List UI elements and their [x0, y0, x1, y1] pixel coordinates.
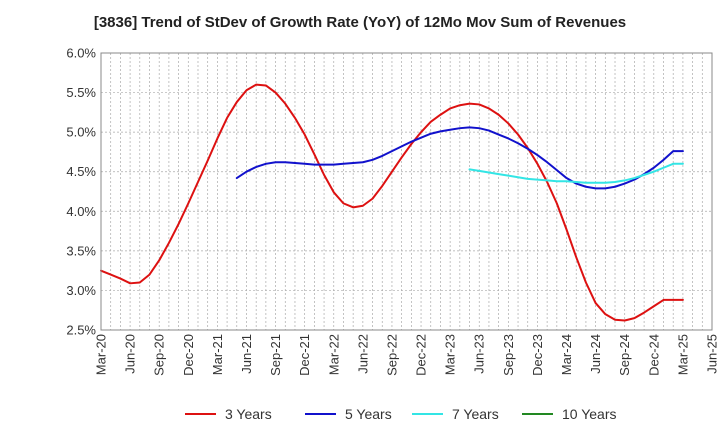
- series-lines: [100, 83, 684, 322]
- x-tick: Sep-20: [152, 334, 167, 376]
- x-tick: Mar-21: [210, 334, 225, 375]
- x-tick: Sep-23: [501, 334, 516, 376]
- x-tick-label: Dec-24: [646, 334, 661, 376]
- x-tick-label: Sep-24: [617, 334, 632, 376]
- series-line-3-years: [100, 83, 684, 322]
- legend[interactable]: 3 Years 5 Years 7 Years 10 Years: [185, 406, 617, 422]
- legend-item-10-years[interactable]: 10 Years: [522, 406, 617, 422]
- x-axis: Mar-20 Jun-20 Sep-20 Dec-20 Mar-21 Jun-21 Sep-…: [94, 334, 720, 376]
- x-tick-label: Jun-24: [588, 334, 603, 374]
- x-tick: Dec-20: [181, 334, 196, 376]
- x-tick-label: Jun-21: [239, 334, 254, 374]
- x-tick: Sep-24: [617, 334, 632, 376]
- legend-item-7-years[interactable]: 7 Years: [412, 406, 499, 422]
- y-tick-label: 6.0%: [66, 46, 96, 61]
- chart-title: [3836] Trend of StDev of Growth Rate (Yo…: [93, 14, 627, 31]
- x-tick: Sep-21: [268, 334, 283, 376]
- x-tick-label: Dec-22: [414, 334, 429, 376]
- y-tick-label: 3.5%: [66, 243, 96, 258]
- x-tick: Mar-23: [443, 334, 458, 375]
- x-tick: Mar-25: [675, 334, 690, 375]
- y-axis: 2.5% 3.0% 3.5% 4.0% 4.5% 5.0% 5.5% 6.0%: [66, 46, 96, 338]
- x-tick-label: Sep-20: [152, 334, 167, 376]
- x-tick-label: Dec-21: [297, 334, 312, 376]
- legend-item-3-years[interactable]: 3 Years: [185, 406, 272, 422]
- x-tick-label: Sep-23: [501, 334, 516, 376]
- legend-item-5-years[interactable]: 5 Years: [305, 406, 392, 422]
- x-tick: Dec-21: [297, 334, 312, 376]
- x-tick: Dec-22: [414, 334, 429, 376]
- x-tick: Jun-21: [239, 334, 254, 374]
- y-tick-label: 3.0%: [66, 283, 96, 298]
- legend-label: 5 Years: [345, 406, 392, 422]
- y-tick-label: 5.0%: [66, 125, 96, 140]
- x-tick: Jun-25: [705, 334, 720, 374]
- x-tick: Dec-24: [646, 334, 661, 376]
- legend-label: 10 Years: [562, 406, 617, 422]
- x-tick-label: Mar-20: [94, 334, 109, 375]
- x-tick: Jun-22: [355, 334, 370, 374]
- x-tick-label: Mar-23: [443, 334, 458, 375]
- x-tick-label: Jun-23: [472, 334, 487, 374]
- x-tick-label: Dec-20: [181, 334, 196, 376]
- x-tick-label: Sep-21: [268, 334, 283, 376]
- x-tick-label: Mar-22: [326, 334, 341, 375]
- y-tick-label: 4.5%: [66, 164, 96, 179]
- x-tick-label: Jun-20: [123, 334, 138, 374]
- x-tick-label: Dec-23: [530, 334, 545, 376]
- x-tick: Jun-24: [588, 334, 603, 374]
- x-tick: Jun-20: [123, 334, 138, 374]
- x-tick: Mar-22: [326, 334, 341, 375]
- y-tick-label: 5.5%: [66, 85, 96, 100]
- x-tick: Dec-23: [530, 334, 545, 376]
- x-tick-label: Jun-22: [355, 334, 370, 374]
- x-tick-label: Mar-25: [675, 334, 690, 375]
- legend-label: 7 Years: [452, 406, 499, 422]
- x-tick-label: Mar-24: [559, 334, 574, 375]
- x-tick: Mar-20: [94, 334, 109, 375]
- y-tick-label: 2.5%: [66, 323, 96, 338]
- grid: [101, 53, 712, 330]
- x-tick-label: Jun-25: [705, 334, 720, 374]
- x-tick: Jun-23: [472, 334, 487, 374]
- plot-frame: [100, 52, 713, 331]
- series-line-7-years: [468, 162, 684, 184]
- x-tick-label: Sep-22: [384, 334, 399, 376]
- x-tick: Sep-22: [384, 334, 399, 376]
- x-tick-label: Mar-21: [210, 334, 225, 375]
- y-tick-label: 4.0%: [66, 204, 96, 219]
- x-tick: Mar-24: [559, 334, 574, 375]
- series-line-5-years: [235, 126, 684, 190]
- legend-label: 3 Years: [225, 406, 272, 422]
